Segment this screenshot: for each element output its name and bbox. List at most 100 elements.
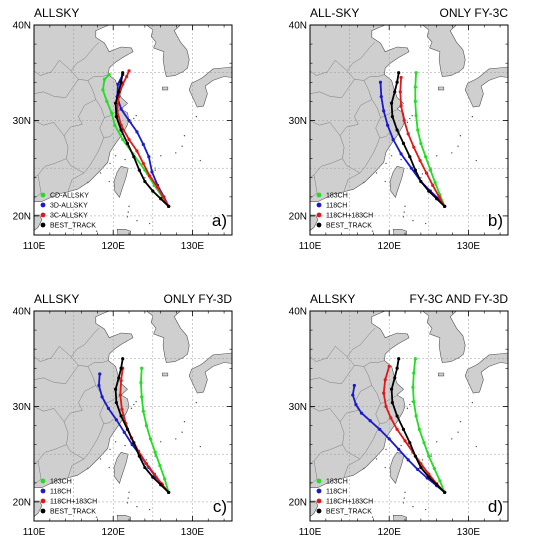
track-point [409, 166, 413, 170]
panel-title-left: ALLSKY [34, 6, 79, 20]
track-point [106, 406, 111, 410]
track-point [121, 357, 125, 361]
islet [135, 400, 137, 403]
islet [160, 441, 162, 443]
islet [195, 115, 198, 118]
track-point [397, 357, 401, 361]
track-point [435, 197, 439, 201]
land-taiwan [113, 451, 129, 484]
track-point [117, 90, 121, 94]
legend-marker [316, 508, 322, 514]
islet [459, 135, 462, 137]
legend: CD-ALLSKY 3D-ALLSKY 3C-ALLSKY BEST_TRACK [40, 192, 96, 230]
islet [375, 458, 378, 460]
islet [183, 135, 186, 137]
track-point [402, 118, 406, 123]
track-point [412, 371, 416, 375]
track-point [148, 174, 152, 178]
legend-label: BEST_TRACK [50, 509, 96, 516]
track-point [431, 183, 435, 187]
series-3c-allsky [115, 69, 171, 208]
islet [136, 219, 138, 222]
land-japan [188, 66, 232, 108]
province-border [67, 166, 90, 192]
islet [108, 180, 110, 183]
track-point [399, 104, 403, 108]
islet [135, 114, 137, 117]
series-118ch [351, 383, 447, 494]
province-border [34, 59, 72, 76]
track-point [437, 195, 441, 199]
track-point [382, 391, 386, 395]
track-point [397, 71, 401, 75]
islet [148, 508, 151, 511]
islet [99, 172, 102, 174]
track-point [359, 411, 364, 415]
track-point [127, 137, 131, 142]
province-border [310, 345, 348, 362]
track-point [413, 357, 417, 361]
track-point [387, 364, 391, 368]
track-point [101, 88, 105, 92]
islet [175, 152, 177, 154]
province-border [34, 365, 79, 384]
track-point [401, 141, 406, 145]
track-point [121, 137, 125, 142]
track-point [105, 99, 109, 103]
islet [363, 181, 365, 184]
track-point [395, 128, 399, 132]
land-jeju [437, 372, 445, 377]
province-border [339, 410, 361, 460]
land-china [310, 311, 410, 521]
islet [371, 516, 374, 518]
islet [87, 467, 89, 470]
track-point [113, 387, 118, 391]
track-point [428, 168, 432, 172]
islet [160, 155, 162, 157]
islet [114, 441, 117, 443]
islet [430, 455, 432, 457]
track-point [414, 114, 418, 118]
province-border [310, 59, 348, 76]
province-border [34, 120, 65, 136]
legend-label: 183CH [50, 479, 72, 486]
province-border [34, 158, 67, 178]
land-hainan [34, 500, 43, 517]
islet [412, 219, 414, 222]
legend: 183CH 118CH 118CH+183CH BEST_TRACK [40, 478, 97, 516]
track-point [110, 111, 114, 115]
islet [136, 505, 138, 508]
series-best-track [113, 357, 171, 494]
track-point [100, 395, 104, 399]
province-border [343, 166, 366, 192]
track-point [412, 400, 416, 404]
legend-marker [40, 488, 46, 494]
track-point [443, 204, 447, 208]
islet [404, 205, 406, 208]
y-tick-label: 30N [13, 402, 31, 413]
islet [108, 466, 110, 469]
track-point [113, 123, 117, 127]
province-border [365, 418, 390, 453]
track-point [414, 71, 418, 75]
track-point [107, 73, 111, 77]
track-point [389, 416, 393, 420]
islet [385, 448, 387, 451]
panel-title-right: ONLY FY-3D [164, 292, 233, 306]
y-tick-label: 30N [289, 116, 307, 127]
track-point [135, 149, 139, 153]
x-tick-label: 120E [378, 527, 402, 538]
islet [421, 173, 424, 175]
islet [128, 205, 130, 208]
panel-frame [309, 24, 509, 236]
y-tick-label: 30N [13, 116, 31, 127]
islet [459, 421, 462, 423]
islet [127, 497, 129, 499]
track-point [117, 376, 121, 380]
province-border [87, 74, 109, 118]
islet [385, 162, 387, 165]
track-point [135, 130, 139, 134]
